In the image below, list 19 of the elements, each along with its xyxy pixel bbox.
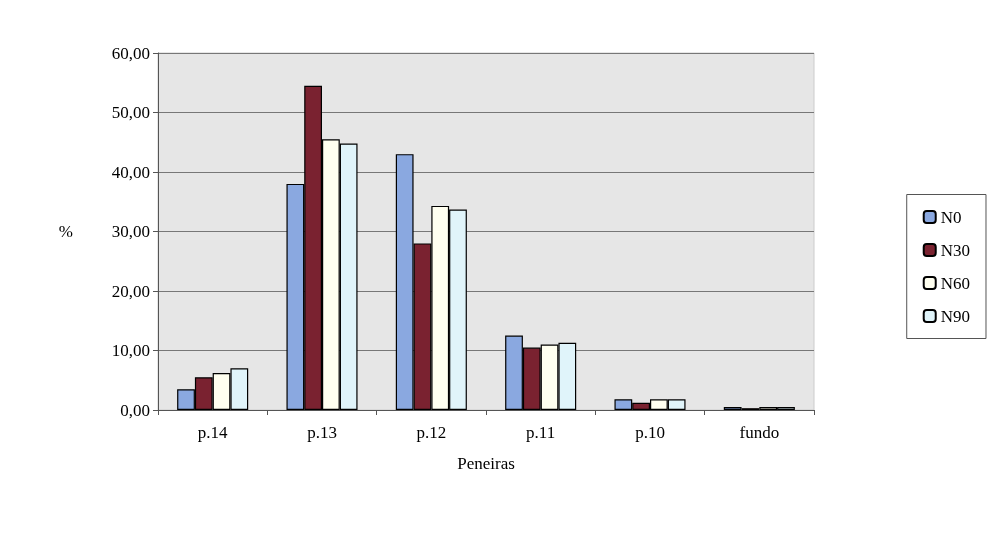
y-tick-label: 20,00	[111, 281, 150, 301]
x-axis-title: Peneiras	[457, 454, 515, 473]
y-tick-label: 30,00	[111, 222, 150, 241]
y-tick-label: 50,00	[111, 103, 150, 122]
y-axis-title: %	[58, 222, 73, 241]
x-tick-label: p.14	[197, 423, 229, 442]
x-tick-label: p.11	[526, 423, 556, 442]
x-tick-label: p.12	[416, 423, 447, 442]
legend-label: N0	[940, 207, 962, 227]
x-tick-label: p.10	[635, 423, 665, 442]
y-tick-label: 0,00	[120, 400, 150, 420]
legend-label: N30	[940, 240, 970, 260]
legend-label: N90	[940, 306, 970, 326]
y-tick-label: 10,00	[111, 341, 150, 360]
y-tick-label: 40,00	[111, 162, 150, 182]
x-tick-label: fundo	[739, 423, 780, 442]
x-tick-label: p.13	[307, 423, 337, 442]
y-tick-label: 60,00	[111, 43, 150, 63]
legend-label: N60	[940, 273, 970, 293]
